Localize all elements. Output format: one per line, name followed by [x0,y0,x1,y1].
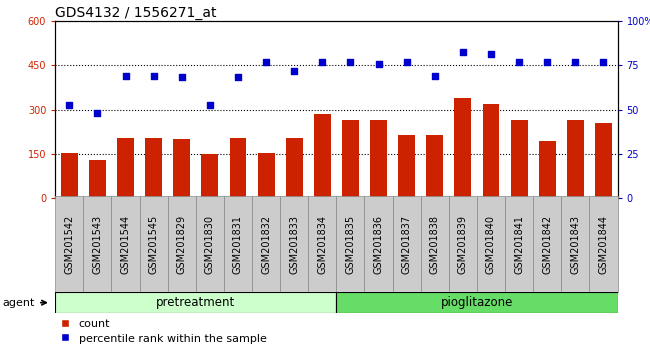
Text: agent: agent [3,298,46,308]
Legend: count, percentile rank within the sample: count, percentile rank within the sample [61,319,266,343]
Bar [482,104,499,198]
Point [317,59,328,65]
Point [148,73,159,79]
Text: GSM201837: GSM201837 [402,215,411,274]
Text: GSM201545: GSM201545 [149,215,159,274]
Bar [314,114,331,198]
Bar [454,98,471,198]
Point [514,59,525,65]
FancyBboxPatch shape [421,196,449,292]
Text: GSM201834: GSM201834 [317,215,328,274]
Text: GSM201839: GSM201839 [458,215,468,274]
Point [373,61,384,67]
Text: pretreatment: pretreatment [156,296,235,309]
Bar [426,135,443,198]
FancyBboxPatch shape [337,292,618,313]
FancyBboxPatch shape [393,196,421,292]
Point [233,75,243,80]
Text: GDS4132 / 1556271_at: GDS4132 / 1556271_at [55,6,216,20]
Bar [595,123,612,198]
Text: GSM201542: GSM201542 [64,215,74,274]
FancyBboxPatch shape [55,292,337,313]
Text: GSM201831: GSM201831 [233,215,243,274]
FancyBboxPatch shape [533,196,561,292]
FancyBboxPatch shape [365,196,393,292]
Point [205,103,215,108]
FancyBboxPatch shape [224,196,252,292]
Bar [117,138,134,198]
Point [402,59,412,65]
Bar [257,153,274,198]
Bar [286,138,303,198]
Text: GSM201829: GSM201829 [177,215,187,274]
Text: GSM201830: GSM201830 [205,215,215,274]
Point [458,50,468,55]
Point [345,59,356,65]
Bar [398,135,415,198]
Point [486,51,496,56]
Bar [539,141,556,198]
FancyBboxPatch shape [196,196,224,292]
Point [598,59,608,65]
Bar [567,120,584,198]
Text: GSM201835: GSM201835 [345,215,356,274]
FancyBboxPatch shape [337,196,365,292]
FancyBboxPatch shape [505,196,533,292]
FancyBboxPatch shape [590,196,618,292]
Point [570,59,580,65]
Text: GSM201844: GSM201844 [599,215,608,274]
Bar [89,160,106,198]
Point [430,73,440,79]
FancyBboxPatch shape [477,196,505,292]
Bar [61,153,78,198]
Text: GSM201840: GSM201840 [486,215,496,274]
Point [92,110,103,116]
Point [289,69,300,74]
Text: GSM201842: GSM201842 [542,215,552,274]
Point [64,103,75,108]
FancyBboxPatch shape [112,196,140,292]
FancyBboxPatch shape [140,196,168,292]
Text: GSM201836: GSM201836 [374,215,383,274]
Bar [511,120,528,198]
FancyBboxPatch shape [561,196,590,292]
Bar [174,139,190,198]
Bar [370,120,387,198]
Bar [342,120,359,198]
Point [177,75,187,80]
FancyBboxPatch shape [308,196,337,292]
Text: pioglitazone: pioglitazone [441,296,513,309]
FancyBboxPatch shape [83,196,112,292]
Text: GSM201838: GSM201838 [430,215,440,274]
Bar [202,154,218,198]
Text: GSM201832: GSM201832 [261,215,271,274]
Point [261,59,271,65]
Text: GSM201833: GSM201833 [289,215,299,274]
FancyBboxPatch shape [55,196,83,292]
Text: GSM201841: GSM201841 [514,215,524,274]
Bar [229,138,246,198]
Text: GSM201843: GSM201843 [570,215,580,274]
Text: GSM201543: GSM201543 [92,215,103,274]
FancyBboxPatch shape [252,196,280,292]
Point [542,59,552,65]
FancyBboxPatch shape [280,196,308,292]
Bar [145,138,162,198]
Point [120,73,131,79]
Text: GSM201544: GSM201544 [120,215,131,274]
FancyBboxPatch shape [449,196,477,292]
FancyBboxPatch shape [168,196,196,292]
